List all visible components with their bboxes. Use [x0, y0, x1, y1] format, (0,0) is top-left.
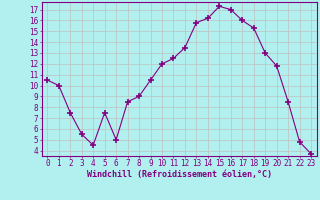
X-axis label: Windchill (Refroidissement éolien,°C): Windchill (Refroidissement éolien,°C): [87, 170, 272, 179]
